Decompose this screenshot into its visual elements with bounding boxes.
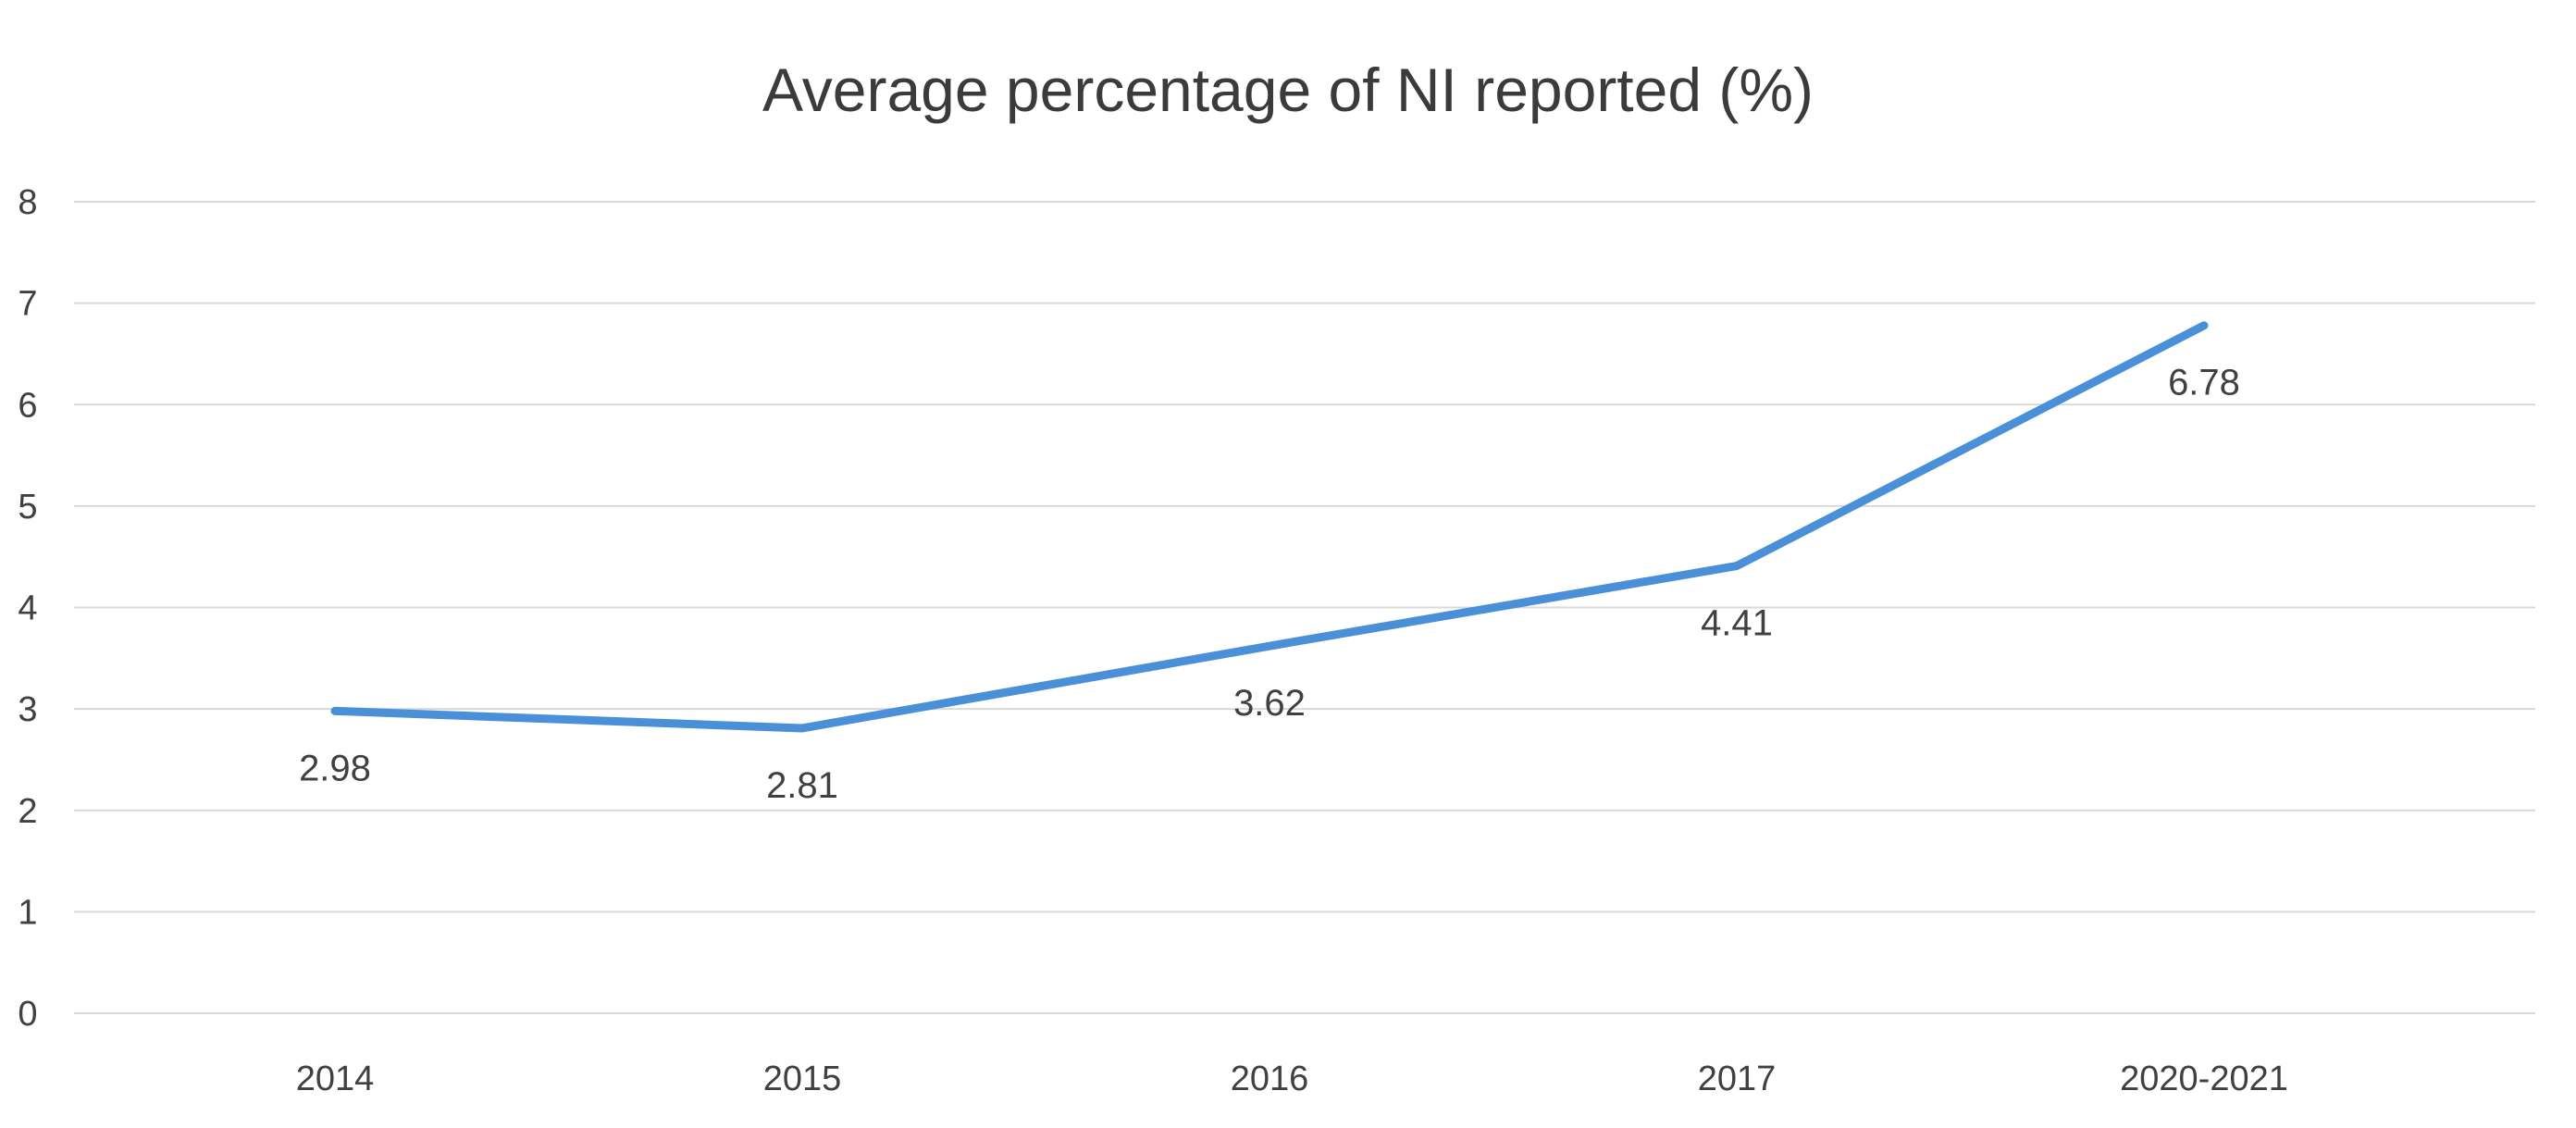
y-tick-label: 7 [18, 285, 37, 324]
y-tick-label: 6 [18, 386, 37, 425]
gridlines [74, 201, 2535, 1014]
x-tick-label: 2017 [1698, 1060, 1777, 1098]
chart-title: Average percentage of NI reported (%) [762, 56, 1814, 124]
y-tick-label: 4 [18, 589, 37, 628]
y-tick-label: 8 [18, 183, 37, 222]
x-tick-label: 2015 [763, 1060, 842, 1098]
x-axis-tick-labels: 2014 2015 2016 2017 2020-2021 [296, 1060, 2288, 1098]
y-tick-label: 5 [18, 488, 37, 527]
y-tick-label: 2 [18, 792, 37, 831]
y-tick-label: 1 [18, 893, 37, 932]
data-label: 4.41 [1701, 603, 1773, 644]
data-label: 6.78 [2168, 363, 2240, 403]
data-label: 2.98 [299, 748, 371, 788]
data-label: 3.62 [1233, 683, 1306, 724]
x-tick-label: 2020-2021 [2120, 1060, 2288, 1098]
y-tick-label: 0 [18, 995, 37, 1034]
y-tick-label: 3 [18, 690, 37, 729]
data-label: 2.81 [766, 765, 838, 806]
series-line [330, 321, 2209, 733]
data-labels: 2.98 2.81 3.62 4.41 6.78 [299, 363, 2240, 806]
y-axis-tick-labels: 0 1 2 3 4 5 6 7 8 [18, 183, 37, 1034]
x-tick-label: 2014 [296, 1060, 375, 1098]
x-tick-label: 2016 [1231, 1060, 1309, 1098]
